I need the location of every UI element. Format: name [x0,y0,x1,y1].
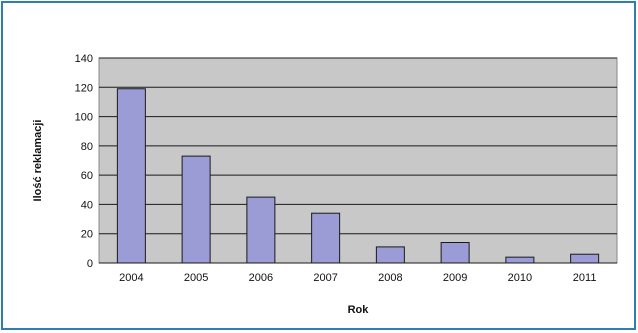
x-tick-label: 2004 [119,272,143,284]
x-tick-label: 2010 [508,272,532,284]
y-tick-label: 20 [81,229,93,241]
x-tick-label: 2007 [313,272,337,284]
x-tick-label: 2011 [573,272,597,284]
bar-2006 [246,196,276,264]
plot-area [98,57,618,264]
y-tick-label: 40 [81,199,93,211]
x-tick-label: 2006 [249,272,273,284]
y-tick-label: 120 [75,82,93,94]
y-axis-title: Ilość reklamacji [32,120,44,202]
bar-2007 [311,212,341,264]
bar-2008 [375,246,405,264]
y-tick-label: 100 [75,112,93,124]
x-tick-label: 2008 [378,272,402,284]
x-tick-labels: 2004 2005 2006 2007 2008 2009 2010 2011 [119,272,596,284]
bar-2005 [181,155,211,264]
x-tick-label: 2005 [184,272,208,284]
bar-2004 [116,88,146,264]
bars [116,88,600,264]
bar-2010 [505,256,535,264]
x-axis-title: Rok [348,304,370,316]
bar-2009 [440,242,470,264]
y-tick-label: 0 [87,258,93,270]
bar-2011 [570,253,600,264]
y-tick-label: 80 [81,141,93,153]
y-tick-label: 140 [75,53,93,65]
y-tick-label: 60 [81,170,93,182]
y-tick-labels: 0 20 40 60 80 100 120 140 [75,53,93,270]
x-tick-label: 2009 [443,272,467,284]
